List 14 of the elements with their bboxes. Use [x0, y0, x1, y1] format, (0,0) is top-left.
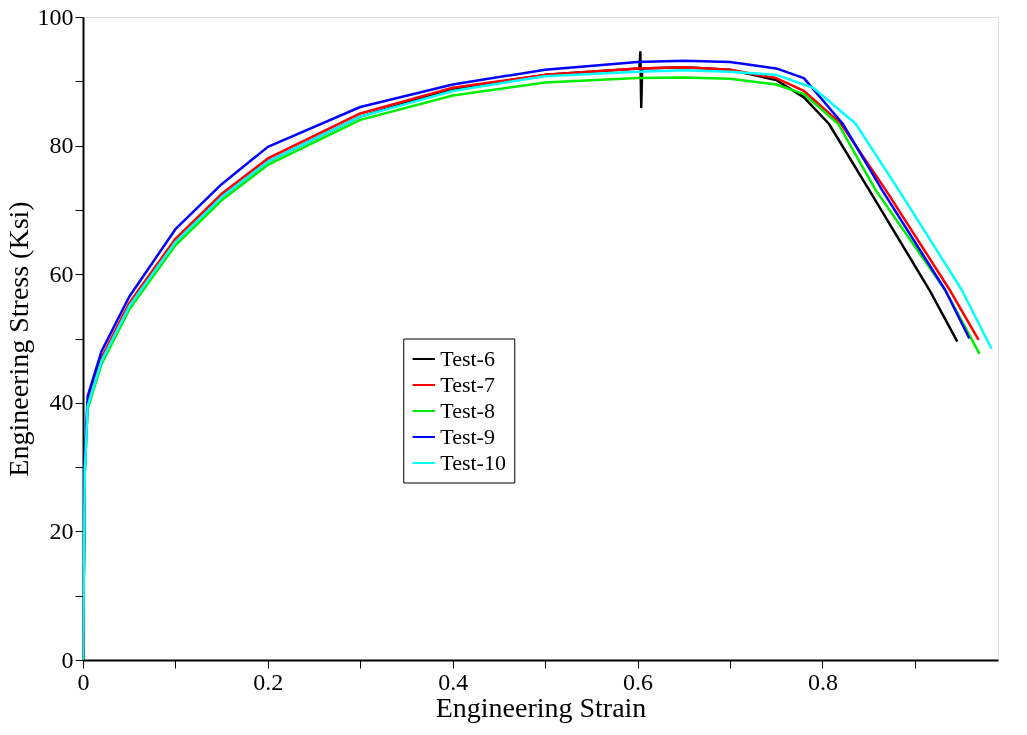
legend-label: Test-6: [440, 346, 495, 371]
legend-label: Test-7: [440, 372, 495, 397]
legend-label: Test-9: [440, 424, 495, 449]
y-tick-label: 40: [49, 389, 74, 416]
y-tick-label: 0: [61, 646, 74, 673]
x-tick-label: 0.8: [807, 668, 838, 695]
y-tick-label: 80: [49, 132, 74, 159]
y-axis-title: Engineering Stress (Ksi): [2, 201, 34, 477]
legend-label: Test-8: [440, 398, 495, 423]
y-tick-label: 60: [49, 260, 74, 287]
x-tick-label: 0.2: [253, 668, 284, 695]
y-tick-label: 100: [37, 3, 74, 30]
legend-label: Test-10: [440, 450, 506, 475]
y-tick-label: 20: [49, 517, 74, 544]
